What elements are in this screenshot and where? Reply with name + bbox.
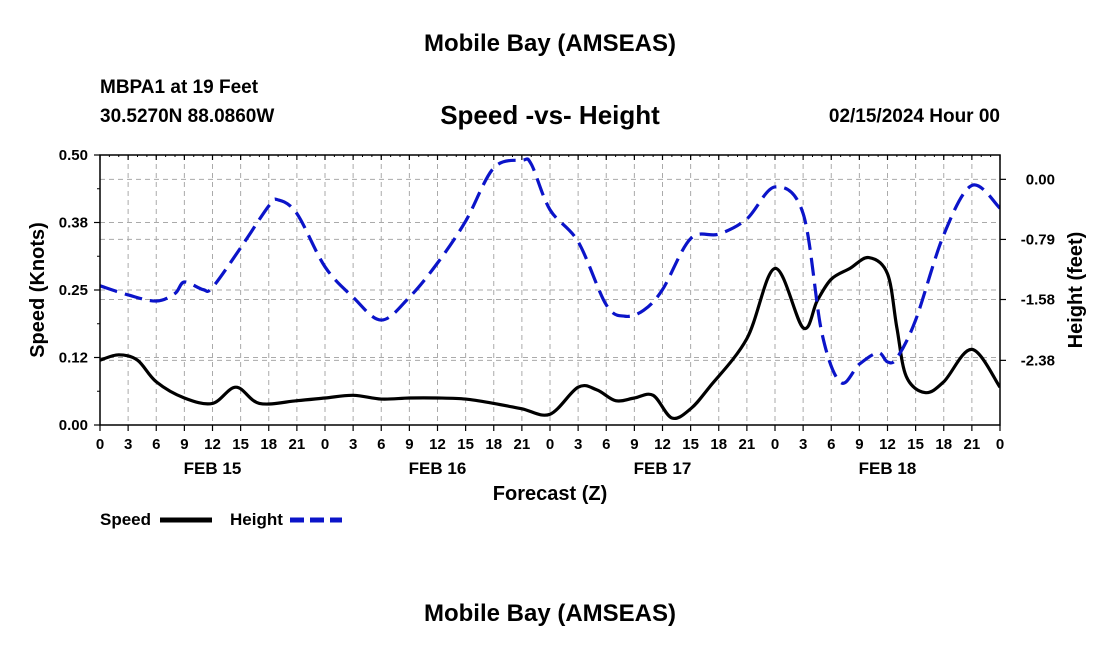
y-tick-label: 0.12 — [59, 350, 88, 367]
x-axis-label: Forecast (Z) — [493, 483, 607, 505]
chart-title: Speed -vs- Height — [440, 100, 660, 130]
x-tick-label: 18 — [935, 436, 952, 453]
x-tick-label: 0 — [321, 436, 329, 453]
x-tick-label: 12 — [204, 436, 221, 453]
x-tick-label: 18 — [485, 436, 502, 453]
axes: 0 3 6 9 12 15 18 21 0 3 6 9 12 15 18 21 0 3 6 9 12 15 18 21 0 3 6 9… — [59, 147, 1055, 478]
date-label: FEB 15 — [184, 459, 242, 478]
x-tick-label: 3 — [124, 436, 132, 453]
y2-axis-label: Height (feet) — [1065, 232, 1087, 349]
series-line-speed — [100, 255, 1000, 421]
x-tick-label: 15 — [232, 436, 249, 453]
legend-label-height: Height — [230, 510, 283, 529]
series-layer — [100, 157, 1000, 421]
x-tick-label: 18 — [710, 436, 727, 453]
y-tick-label: 0.50 — [59, 147, 88, 164]
series-line-height — [100, 157, 1000, 385]
x-tick-label: 9 — [630, 436, 638, 453]
x-tick-label: 18 — [260, 436, 277, 453]
grid — [100, 155, 1000, 425]
x-tick-label: 6 — [602, 436, 610, 453]
y2-tick-label: -1.58 — [1021, 292, 1055, 309]
x-tick-label: 0 — [96, 436, 104, 453]
x-tick-label: 15 — [682, 436, 699, 453]
date-label: FEB 17 — [634, 459, 692, 478]
y-tick-label: 0.38 — [59, 215, 88, 232]
x-tick-label: 9 — [405, 436, 413, 453]
x-tick-label: 3 — [799, 436, 807, 453]
legend: Speed Height — [100, 510, 342, 529]
x-tick-label: 21 — [514, 436, 531, 453]
x-tick-label: 9 — [855, 436, 863, 453]
x-tick-label: 9 — [180, 436, 188, 453]
x-tick-label: 6 — [827, 436, 835, 453]
x-tick-label: 3 — [574, 436, 582, 453]
legend-label-speed: Speed — [100, 510, 151, 529]
station-label: MBPA1 at 19 Feet — [100, 77, 259, 98]
date-label: FEB 16 — [409, 459, 467, 478]
x-tick-label: 6 — [152, 436, 160, 453]
x-tick-label: 15 — [457, 436, 474, 453]
main-title-repeat: Mobile Bay (AMSEAS) — [423, 600, 677, 627]
x-tick-label: 0 — [996, 436, 1004, 453]
x-tick-label: 12 — [429, 436, 446, 453]
main-title: Mobile Bay (AMSEAS) — [423, 30, 677, 57]
y2-tick-label: -2.38 — [1021, 352, 1055, 369]
x-tick-label: 0 — [546, 436, 554, 453]
x-tick-label: 3 — [349, 436, 357, 453]
y2-tick-label: 0.00 — [1026, 171, 1055, 188]
x-tick-label: 12 — [654, 436, 671, 453]
x-tick-label: 21 — [964, 436, 981, 453]
station-coordinates: 30.5270N 88.0860W — [100, 106, 275, 127]
forecast-run-time: 02/15/2024 Hour 00 — [828, 106, 1000, 127]
y-axis-label: Speed (Knots) — [27, 222, 49, 358]
y-tick-label: 0.25 — [59, 282, 88, 299]
y-tick-label: 0.00 — [59, 417, 88, 434]
x-tick-label: 0 — [771, 436, 779, 453]
x-tick-label: 15 — [907, 436, 924, 453]
x-tick-label: 12 — [879, 436, 896, 453]
x-tick-label: 21 — [289, 436, 306, 453]
date-label: FEB 18 — [859, 459, 917, 478]
x-tick-label: 21 — [739, 436, 756, 453]
y2-tick-label: -0.79 — [1021, 231, 1055, 248]
x-tick-label: 6 — [377, 436, 385, 453]
